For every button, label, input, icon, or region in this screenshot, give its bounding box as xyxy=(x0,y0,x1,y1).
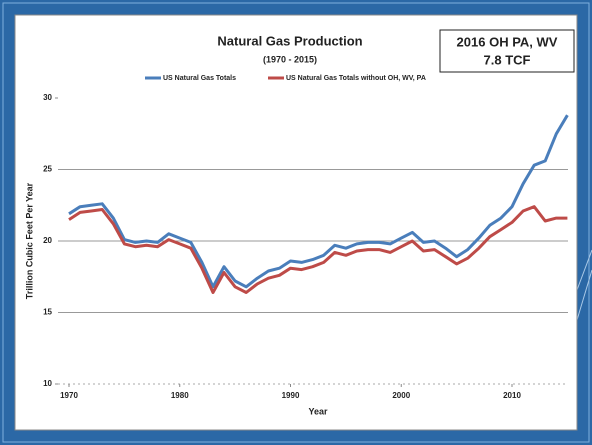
decoration xyxy=(576,249,592,291)
y-tick-label: 20 xyxy=(43,236,52,245)
series-line xyxy=(68,114,569,289)
chart-subtitle: (1970 - 2015) xyxy=(263,54,317,64)
y-tick-label: 30 xyxy=(43,93,52,102)
legend-label: US Natural Gas Totals xyxy=(163,75,236,82)
annotation: 2016 OH PA, WV xyxy=(457,34,558,49)
x-tick-label: 2000 xyxy=(392,391,410,400)
y-tick-label: 10 xyxy=(43,379,52,388)
legend-label: US Natural Gas Totals without OH, WV, PA xyxy=(286,75,426,82)
x-tick-label: 2010 xyxy=(503,391,521,400)
chart-title: Natural Gas Production xyxy=(217,33,362,48)
annotation-box xyxy=(439,29,575,73)
annotation: 7.8 TCF xyxy=(484,52,531,67)
x-tick-label: 1990 xyxy=(282,391,300,400)
chart-area xyxy=(14,14,578,431)
y-tick-label: 15 xyxy=(43,308,52,317)
x-tick-label: 1970 xyxy=(60,391,78,400)
x-axis-title: Year xyxy=(308,406,328,416)
decoration xyxy=(576,269,592,321)
series-line xyxy=(68,205,568,294)
y-axis-title: Trillion Cubic Feet Per Year xyxy=(24,182,34,299)
x-tick-label: 1980 xyxy=(171,391,189,400)
y-tick-label: 25 xyxy=(43,165,52,174)
